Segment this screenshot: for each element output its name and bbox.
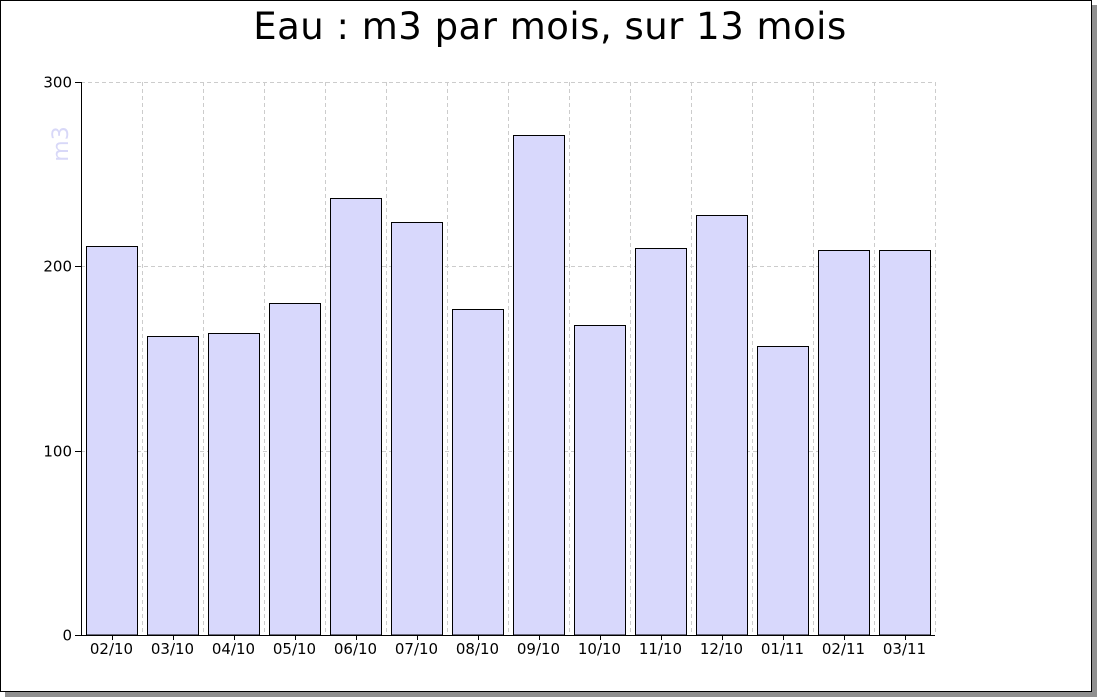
bar-07-10 (391, 222, 443, 636)
grid (81, 82, 936, 635)
bar-05-10 (269, 303, 321, 636)
bars (86, 135, 931, 636)
x-tick-label: 08/10 (456, 640, 499, 658)
bar-08-10 (452, 309, 504, 636)
x-tick-label: 01/11 (761, 640, 804, 658)
bar-11-10 (635, 248, 687, 636)
x-tick-label: 12/10 (700, 640, 743, 658)
x-tick-label: 02/10 (90, 640, 133, 658)
x-tick-label: 09/10 (517, 640, 560, 658)
bar-03-10 (147, 336, 199, 636)
x-tick-label: 11/10 (639, 640, 682, 658)
x-tick-label: 03/11 (883, 640, 926, 658)
bar-12-10 (696, 215, 748, 636)
x-ticks: 02/10 03/10 04/10 05/10 06/10 07/10 08/10 09/10… (90, 640, 926, 658)
axes (75, 82, 935, 640)
chart-title: Eau : m3 par mois, sur 13 mois (253, 5, 847, 48)
bar-03-11 (879, 250, 931, 636)
x-tick-label: 06/10 (334, 640, 377, 658)
bar-04-10 (208, 333, 260, 636)
x-tick-label: 04/10 (212, 640, 255, 658)
x-tick-label: 10/10 (578, 640, 621, 658)
y-ticks: 0 100 200 300 (43, 74, 72, 645)
x-tick-label: 03/10 (151, 640, 194, 658)
x-tick-label: 05/10 (273, 640, 316, 658)
y-axis-label: m3 (49, 126, 74, 161)
bar-10-10 (574, 325, 626, 636)
bar-01-11 (757, 346, 809, 636)
bar-06-10 (330, 198, 382, 636)
bar-09-10 (513, 135, 565, 636)
x-tick-label: 07/10 (395, 640, 438, 658)
y-tick-label: 200 (43, 258, 72, 276)
bar-02-11 (818, 250, 870, 636)
y-tick-label: 0 (62, 627, 72, 645)
x-tick-label: 02/11 (822, 640, 865, 658)
y-tick-label: 300 (43, 74, 72, 92)
y-tick-label: 100 (43, 443, 72, 461)
bar-02-10 (86, 246, 138, 636)
